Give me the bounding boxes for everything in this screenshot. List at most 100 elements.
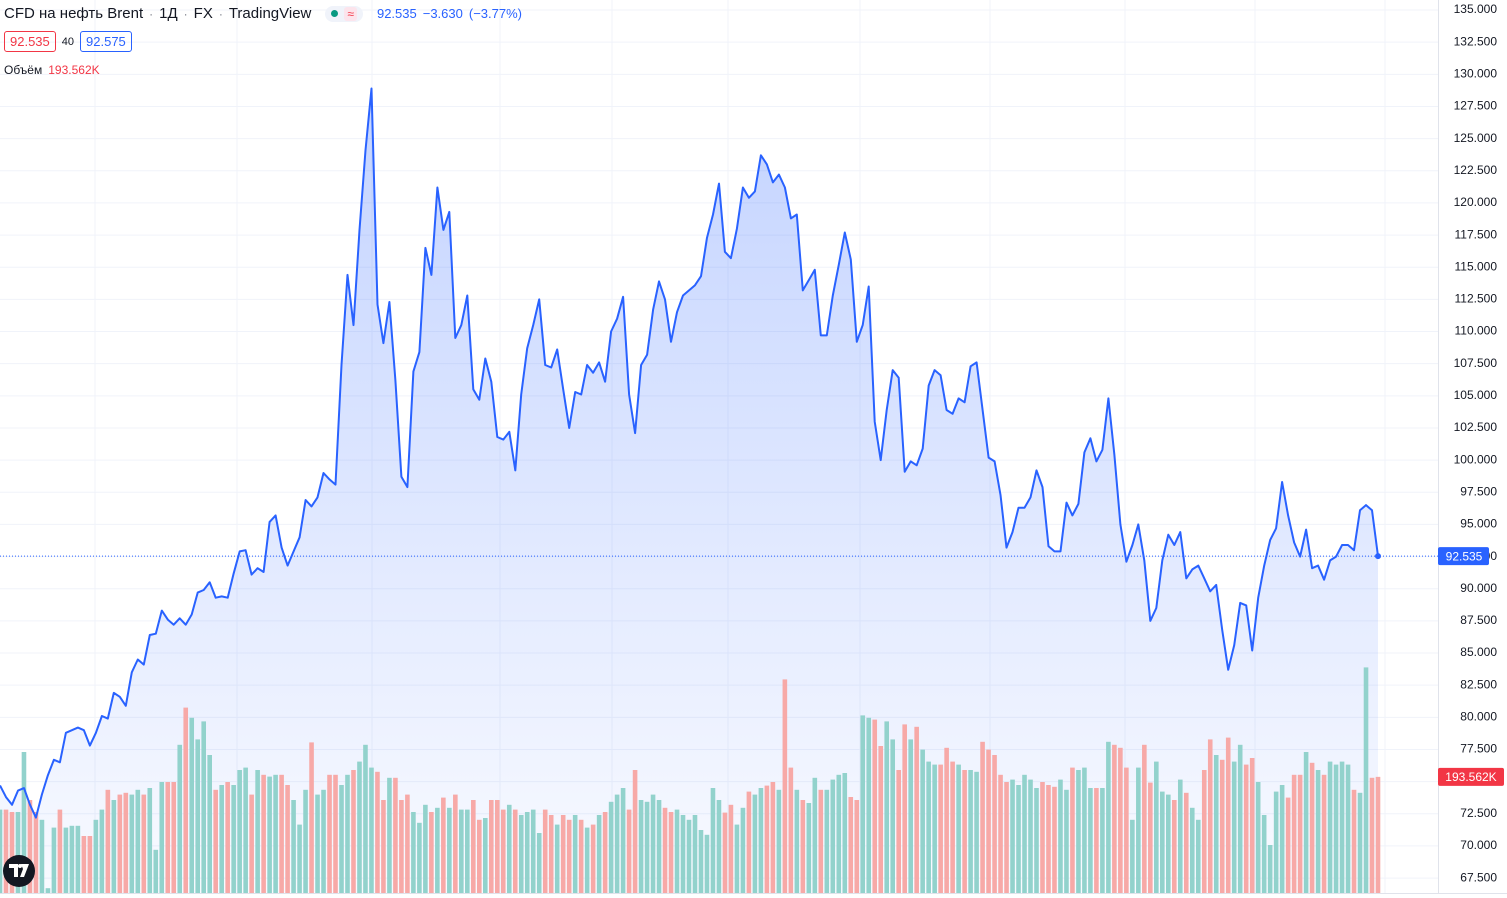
volume-badge-label: 193.562K	[1445, 770, 1496, 784]
volume-bar	[57, 809, 63, 893]
volume-bar	[375, 771, 380, 893]
volume-bar	[255, 770, 260, 893]
volume-bar	[1058, 779, 1063, 893]
volume-bar	[662, 807, 668, 893]
volume-bar	[902, 724, 907, 893]
volume-bar	[435, 807, 440, 893]
volume-bar	[1148, 782, 1153, 893]
volume-bar	[908, 739, 913, 893]
quote-row: 92.535 40 92.575	[4, 31, 132, 52]
volume-bar	[680, 815, 686, 893]
volume-bar	[243, 767, 248, 893]
volume-bar	[1261, 815, 1267, 893]
volume-bar	[602, 812, 608, 893]
y-tick-label: 72.500	[1460, 806, 1497, 820]
volume-bar	[860, 715, 866, 893]
volume-bar	[1189, 807, 1195, 893]
change-pct: (−3.77%)	[468, 6, 522, 21]
volume-bar	[39, 819, 45, 893]
volume-bar	[1016, 785, 1021, 893]
change: −3.630	[422, 6, 463, 21]
volume-bar	[213, 789, 218, 893]
ask[interactable]: 92.575	[80, 31, 132, 52]
volume-bar	[1291, 774, 1297, 893]
volume-bar	[1309, 762, 1315, 893]
volume-bar	[423, 804, 428, 893]
volume-bar	[848, 797, 854, 893]
volume-bar	[1303, 752, 1309, 893]
spread: 40	[61, 35, 75, 48]
volume-bar	[752, 794, 758, 893]
volume-bar	[1237, 744, 1243, 893]
volume-bar	[1363, 667, 1369, 893]
volume-bar	[560, 815, 566, 893]
volume-bar	[1142, 744, 1147, 893]
volume-bar	[1207, 739, 1213, 893]
volume-bar	[261, 774, 266, 893]
bid[interactable]: 92.535	[4, 31, 56, 52]
volume-bar	[878, 746, 884, 893]
volume-bar	[135, 789, 141, 893]
delay-icon: ≈	[344, 6, 357, 21]
volume-bar	[728, 804, 734, 893]
volume-bar	[794, 789, 800, 893]
volume-bar	[500, 809, 506, 893]
volume-bar	[15, 812, 21, 893]
volume-bar	[1195, 819, 1201, 893]
volume-bar	[459, 809, 464, 893]
volume-bar	[1040, 782, 1045, 893]
volume-bar	[453, 794, 458, 893]
volume-bar	[572, 815, 578, 893]
volume-bar	[1154, 761, 1159, 893]
y-tick-label: 90.000	[1460, 581, 1497, 595]
last-price-dot	[1375, 553, 1381, 560]
volume-bar	[117, 794, 123, 893]
volume-bar	[632, 770, 638, 893]
volume-bar	[81, 836, 87, 893]
volume-bar	[512, 809, 518, 893]
y-tick-label: 95.000	[1460, 517, 1497, 531]
volume-bar	[1351, 789, 1357, 893]
volume-bar	[285, 785, 290, 893]
volume-bar	[297, 824, 302, 893]
volume-bar	[998, 774, 1003, 893]
volume-bar	[207, 755, 212, 893]
volume-bar	[1183, 792, 1189, 893]
volume-name: Объём	[4, 63, 43, 77]
volume-bar	[1249, 758, 1255, 893]
volume-bar	[854, 800, 860, 893]
y-tick-label: 82.500	[1460, 677, 1497, 691]
volume-bar	[111, 800, 117, 893]
volume-bar	[992, 755, 997, 893]
volume-bar	[225, 782, 230, 893]
volume-bar	[1070, 767, 1075, 893]
interval[interactable]: 1Д	[159, 5, 178, 22]
volume-bar	[608, 801, 614, 893]
volume-bar	[566, 819, 572, 893]
volume-bar	[1076, 770, 1081, 893]
volume-bar	[1375, 776, 1381, 893]
volume-bar	[129, 794, 135, 893]
volume-bar	[872, 719, 878, 893]
volume-bar	[171, 782, 177, 893]
volume-bar	[482, 818, 488, 893]
volume-bar	[710, 788, 716, 893]
volume-bar	[668, 812, 674, 893]
volume-bar	[536, 833, 542, 893]
volume-bar	[1213, 755, 1219, 893]
volume-bar	[944, 747, 949, 893]
y-tick-label: 85.000	[1460, 645, 1497, 659]
volume-bar	[1136, 767, 1141, 893]
status-pill[interactable]: ≈	[325, 5, 363, 22]
volume-bar	[824, 789, 830, 893]
volume-bar	[884, 721, 890, 893]
volume-bar	[477, 819, 482, 893]
volume-bar	[1177, 779, 1183, 893]
y-tick-label: 77.500	[1460, 742, 1497, 756]
symbol[interactable]: CFD на нефть Brent	[4, 5, 144, 22]
volume-bar	[806, 803, 812, 893]
tradingview-logo	[3, 855, 35, 887]
volume-last: 193.562K	[48, 63, 100, 77]
volume-bar	[99, 809, 105, 893]
